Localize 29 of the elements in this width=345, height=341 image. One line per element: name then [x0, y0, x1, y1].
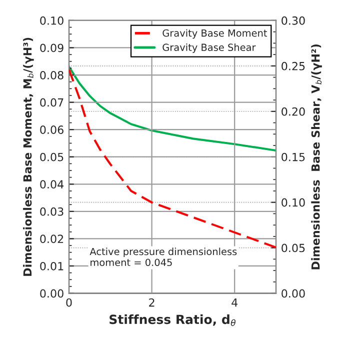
y-tick-label: 0.08 [40, 70, 64, 80]
legend-label: Gravity Base Shear [162, 43, 256, 53]
y-tick-label: 0.04 [40, 180, 64, 189]
line-series [69, 68, 276, 248]
y2-tick-label: 0.20 [282, 107, 305, 116]
y-tick-label: 0.00 [40, 289, 64, 298]
y-tick-label: 0.03 [40, 207, 64, 216]
y2-tick-label: 0.05 [282, 244, 305, 252]
annotation: Active pressure dimensionless moment = 0.045 [90, 248, 237, 266]
y2-tick-label: 0.25 [282, 62, 305, 70]
y-tick-label: 0.10 [40, 16, 64, 25]
y-tick-label: 0.09 [40, 44, 64, 52]
y-tick-label: 0.06 [40, 126, 64, 134]
x-axis-title: Stiffness Ratio, d$_{θ}$ [110, 314, 236, 326]
y-axis-title: Dimensionless Base Moment, M$_{b}$/(γH³) [23, 38, 34, 276]
line-series [69, 66, 276, 152]
y2-tick-label: 0.15 [282, 152, 305, 162]
y2-tick-label: 0.30 [282, 16, 305, 25]
x-tick-label: 4 [232, 298, 238, 307]
legend-label: Gravity Base Moment [162, 29, 268, 39]
y2-tick-label: 0.00 [282, 289, 305, 298]
y2-axis-title: Dimensionless Base Shear, V$_{b}$/(γH²) [311, 44, 322, 270]
y2-tick-label: 0.10 [282, 198, 305, 207]
y-tick-label: 0.07 [40, 98, 64, 107]
x-tick-label: 0 [66, 298, 72, 307]
x-tick-label: 2 [149, 298, 154, 307]
y-tick-label: 0.05 [40, 152, 64, 162]
y-tick-label: 0.02 [40, 234, 64, 244]
y-tick-label: 0.01 [40, 262, 64, 270]
